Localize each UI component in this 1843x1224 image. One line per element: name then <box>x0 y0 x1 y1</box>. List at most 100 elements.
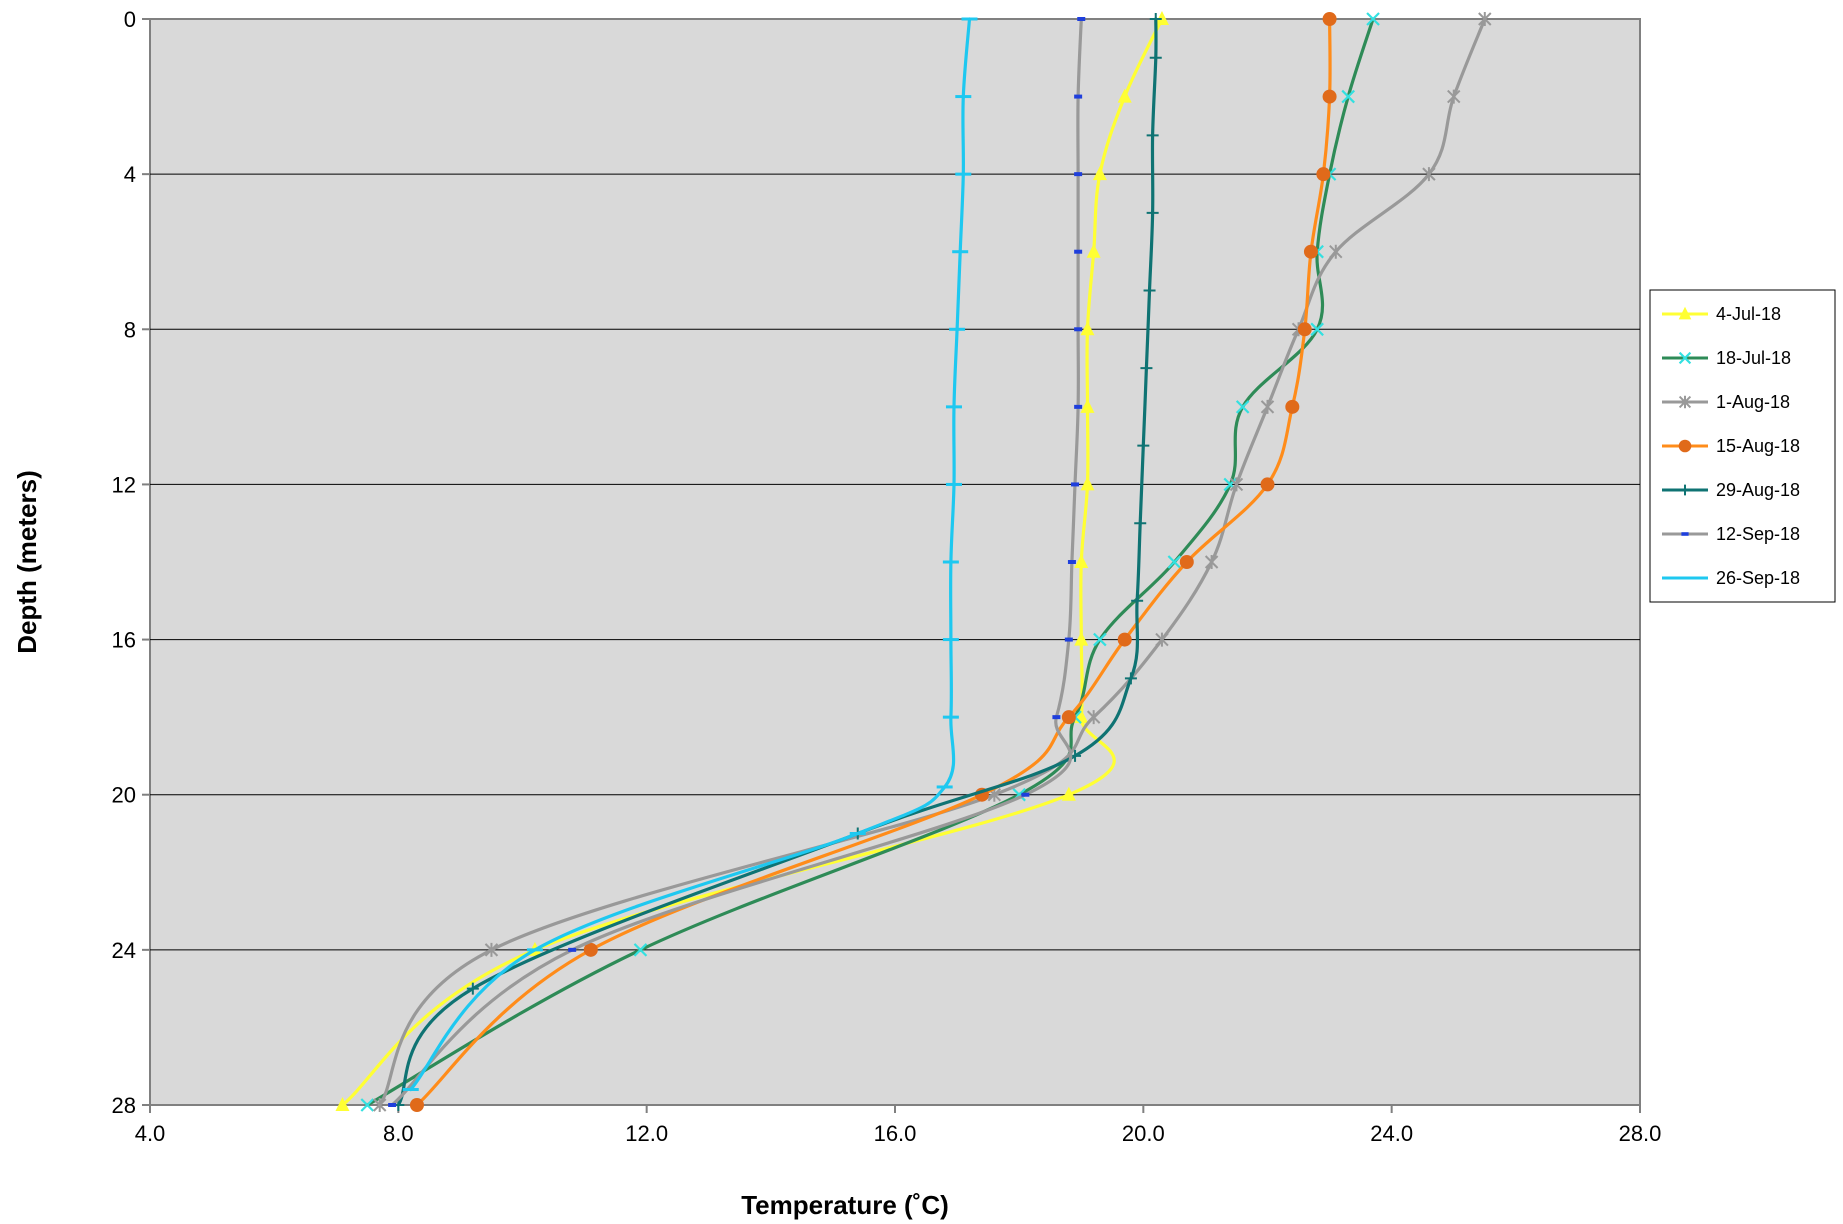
data-point <box>1124 672 1137 685</box>
series-4-Jul-18 <box>335 11 1169 1111</box>
data-point <box>952 250 969 254</box>
data-point <box>942 715 959 719</box>
y-tick-label: 4 <box>124 162 136 187</box>
data-point <box>942 560 959 564</box>
y-tick-label: 12 <box>112 472 136 497</box>
data-point <box>1067 560 1076 564</box>
legend-swatch-marker <box>1678 306 1692 320</box>
data-point <box>568 947 577 952</box>
data-point <box>1080 476 1095 491</box>
legend-entry: 29-Aug-18 <box>1662 480 1800 500</box>
series-line <box>396 17 1158 1107</box>
data-point <box>335 1097 350 1111</box>
data-point <box>409 1098 424 1112</box>
data-point <box>1134 517 1147 530</box>
series-line <box>390 17 1083 1107</box>
data-point <box>1322 12 1337 26</box>
legend-entry: 12-Sep-18 <box>1662 524 1800 544</box>
data-point <box>1074 249 1083 254</box>
legend-label: 4-Jul-18 <box>1716 304 1781 324</box>
series-line <box>340 17 1164 1107</box>
legend: 4-Jul-18 18-Jul-18 1-Aug-18 15-Aug-18 29-Aug… <box>1649 289 1836 603</box>
series-26-Sep-18 <box>402 17 978 1092</box>
data-point <box>1074 327 1083 332</box>
data-point <box>1064 637 1073 642</box>
data-point <box>1167 555 1182 569</box>
data-point <box>1204 555 1219 569</box>
data-point <box>1149 13 1162 25</box>
data-point <box>1074 94 1083 99</box>
data-point <box>1154 11 1169 25</box>
data-point <box>1021 792 1030 797</box>
data-point <box>1052 715 1061 720</box>
data-point <box>1146 206 1159 219</box>
data-point <box>583 942 598 957</box>
data-point <box>1149 51 1162 64</box>
data-point <box>945 405 962 409</box>
x-tick-label: 20.0 <box>1122 1121 1165 1146</box>
data-point <box>1447 89 1461 104</box>
y-tick-label: 16 <box>112 628 136 653</box>
legend-label: 26-Sep-18 <box>1716 568 1800 588</box>
data-point <box>942 638 959 642</box>
data-point <box>1061 786 1076 801</box>
x-tick-label: 4.0 <box>135 1121 166 1146</box>
legend-swatch-marker <box>1681 532 1689 536</box>
data-point <box>1074 554 1089 568</box>
y-tick-labels: 0 4 8 12 16 20 24 28 <box>112 7 136 1118</box>
data-point <box>1329 244 1343 259</box>
legend-label: 15-Aug-18 <box>1716 436 1800 456</box>
legend-swatch-marker <box>1678 351 1692 365</box>
data-point <box>849 832 866 835</box>
legend-label: 29-Aug-18 <box>1716 480 1800 500</box>
legend-swatch-marker <box>1679 484 1691 496</box>
data-point <box>1061 710 1076 725</box>
y-tick-label: 20 <box>112 783 136 808</box>
legend-swatch-marker <box>1678 395 1692 409</box>
data-point <box>1422 167 1436 182</box>
x-tick-label: 28.0 <box>1619 1121 1662 1146</box>
data-point <box>1086 243 1101 258</box>
data-point <box>1074 631 1089 646</box>
data-point <box>1137 439 1150 452</box>
data-point <box>955 172 972 176</box>
data-point <box>961 17 978 21</box>
data-point <box>1074 404 1083 409</box>
data-point <box>1077 17 1086 21</box>
data-point <box>1080 321 1095 336</box>
series-line <box>409 17 972 1092</box>
y-tick-label: 24 <box>112 938 136 963</box>
data-point <box>1260 399 1275 414</box>
legend-entry: 26-Sep-18 <box>1662 568 1800 588</box>
data-point <box>1341 89 1355 104</box>
data-point <box>1140 362 1153 375</box>
data-point <box>1155 632 1169 647</box>
data-point <box>633 943 648 957</box>
data-point <box>402 1087 419 1091</box>
data-point <box>1143 284 1156 297</box>
x-tick-label: 8.0 <box>383 1121 414 1146</box>
data-point <box>388 1103 397 1107</box>
data-point <box>1366 12 1380 26</box>
data-point <box>1074 172 1083 177</box>
y-tick-label: 8 <box>124 317 136 342</box>
data-point <box>1297 322 1312 337</box>
x-axis-title: Temperature (˚C) <box>741 1190 949 1220</box>
data-point <box>1093 632 1107 647</box>
data-point <box>1092 166 1107 181</box>
data-point <box>466 982 479 995</box>
legend-swatch-marker <box>1677 576 1693 580</box>
y-tick-label: 28 <box>112 1093 136 1118</box>
x-tick-labels: 4.0 8.0 12.0 16.0 20.0 24.0 28.0 <box>135 1121 1662 1146</box>
data-point <box>1131 594 1144 607</box>
y-axis-title: Depth (meters) <box>12 470 42 653</box>
legend-entry: 1-Aug-18 <box>1662 392 1790 412</box>
data-point <box>1310 322 1324 337</box>
data-point <box>373 1098 387 1112</box>
data-point <box>1260 477 1275 492</box>
series-12-Sep-18 <box>388 17 1086 1107</box>
legend-entry: 4-Jul-18 <box>1662 304 1781 324</box>
y-tick-label: 0 <box>124 7 136 32</box>
data-point <box>1229 477 1244 492</box>
